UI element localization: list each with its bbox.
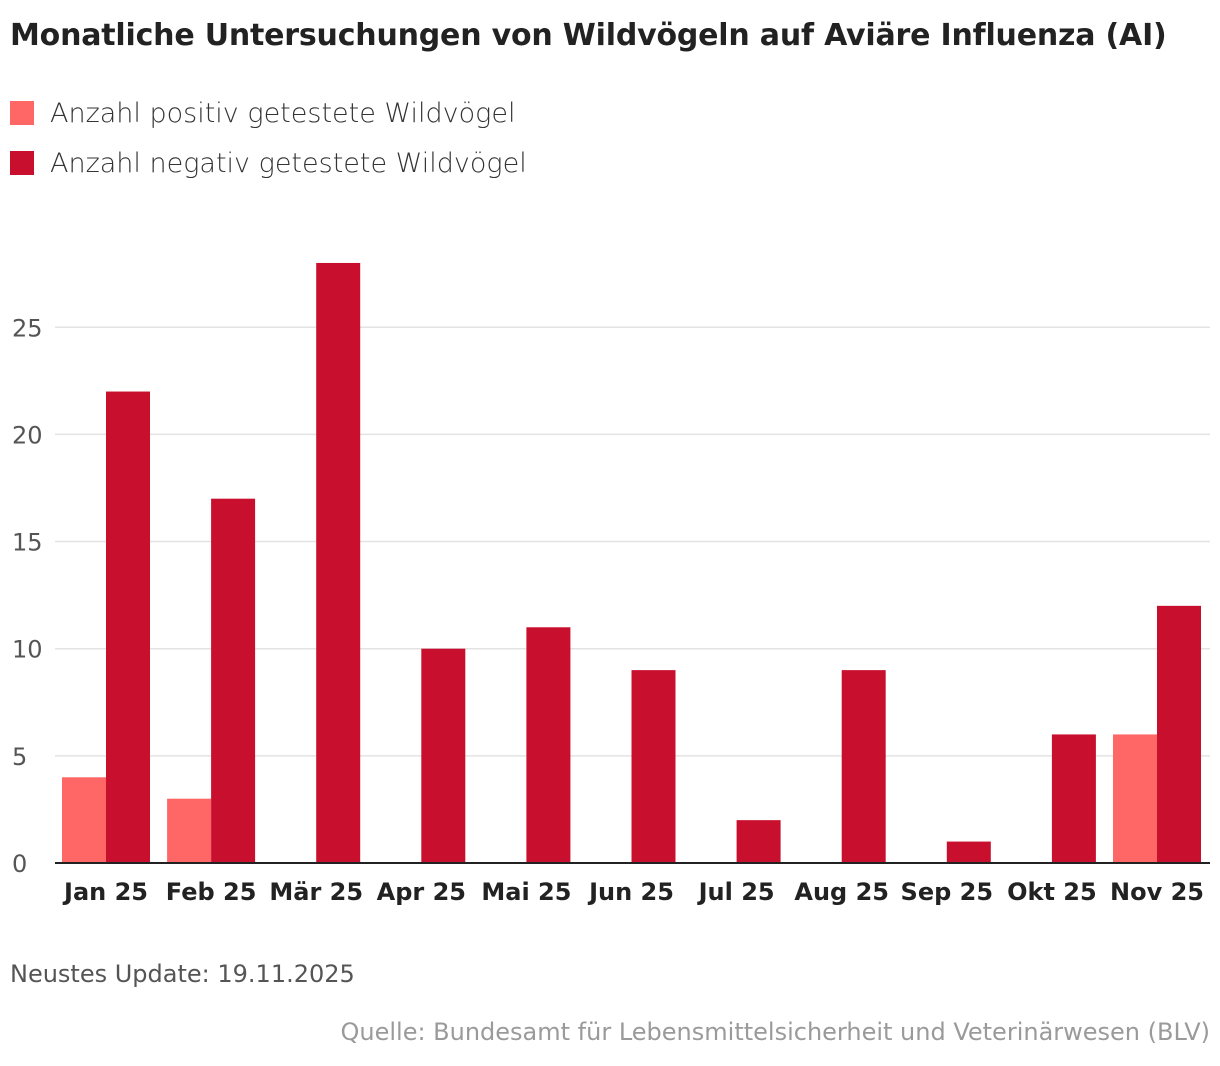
legend-label-positive: Anzahl positiv getestete Wildvögel	[50, 97, 516, 129]
y-tick-label-5: 5	[12, 743, 27, 771]
bar-negative-10	[1157, 605, 1201, 863]
bar-negative-9	[1051, 734, 1096, 863]
x-tick-label-4: Mai 25	[481, 878, 571, 906]
bar-negative-4	[526, 627, 571, 863]
legend-swatch-negative	[10, 151, 34, 175]
x-tick-label-8: Sep 25	[901, 878, 994, 906]
x-tick-label-3: Apr 25	[377, 878, 466, 906]
update-note: Neustes Update: 19.11.2025	[10, 960, 355, 988]
x-tick-label-7: Aug 25	[794, 878, 889, 906]
x-tick-label-0: Jan 25	[62, 878, 148, 906]
bar-positive-10	[1113, 734, 1157, 863]
y-tick-label-25: 25	[12, 314, 43, 342]
y-tick-label-20: 20	[12, 421, 43, 449]
x-tick-label-1: Feb 25	[166, 878, 257, 906]
x-tick-label-6: Jul 25	[697, 878, 775, 906]
bar-negative-1	[211, 498, 256, 863]
legend-label-negative: Anzahl negativ getestete Wildvögel	[50, 147, 527, 179]
y-tick-label-15: 15	[12, 529, 43, 557]
bar-negative-3	[421, 648, 466, 863]
x-tick-label-9: Okt 25	[1007, 878, 1097, 906]
bar-positive-0	[62, 777, 106, 863]
y-tick-label-10: 10	[12, 636, 43, 664]
bar-negative-0	[106, 391, 150, 863]
bar-negative-8	[946, 841, 991, 863]
x-tick-label-5: Jun 25	[587, 878, 674, 906]
bar-negative-2	[316, 262, 361, 864]
legend-item-positive: Anzahl positiv getestete Wildvögel	[10, 88, 527, 138]
y-tick-label-0: 0	[12, 850, 27, 878]
legend: Anzahl positiv getestete Wildvögel Anzah…	[10, 88, 527, 188]
bar-negative-7	[841, 670, 886, 863]
x-tick-label-2: Mär 25	[269, 878, 363, 906]
legend-swatch-positive	[10, 101, 34, 125]
bar-positive-1	[167, 798, 212, 863]
chart-title: Monatliche Untersuchungen von Wildvögeln…	[10, 18, 1167, 53]
bar-negative-5	[631, 670, 676, 863]
x-tick-label-10: Nov 25	[1110, 878, 1204, 906]
bar-negative-6	[736, 820, 781, 863]
legend-item-negative: Anzahl negativ getestete Wildvögel	[10, 138, 527, 188]
source-note: Quelle: Bundesamt für Lebensmittelsicher…	[340, 1018, 1210, 1046]
